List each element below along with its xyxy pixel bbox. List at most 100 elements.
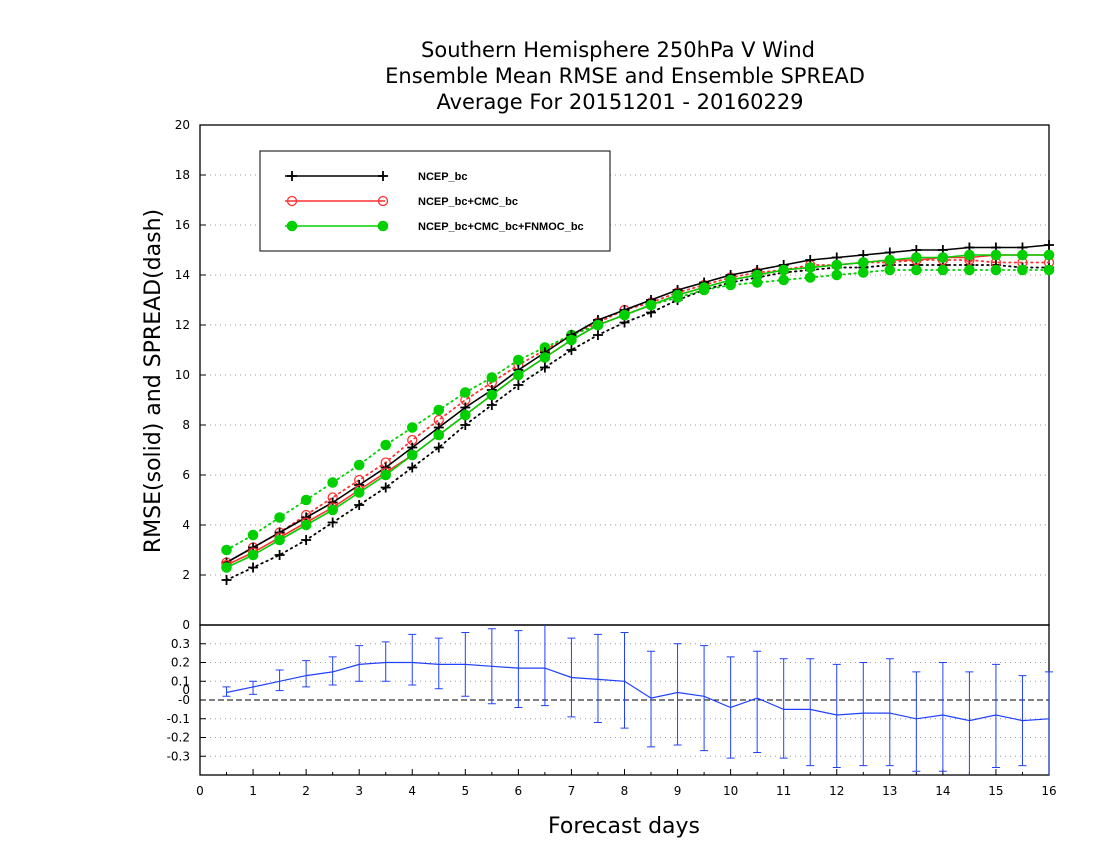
x-axis-label: Forecast days: [548, 814, 700, 839]
series-marker-filled-circle: [964, 249, 975, 261]
series-marker-filled-circle: [778, 264, 789, 276]
series-marker-filled-circle: [274, 512, 285, 523]
series-marker-filled-circle: [406, 422, 418, 433]
series-marker-filled-circle: [751, 269, 763, 281]
x-tick-label: 14: [935, 784, 950, 798]
series-marker-filled-circle: [857, 257, 869, 268]
x-tick-label: 11: [776, 784, 791, 798]
series-marker-filled-circle: [380, 469, 392, 481]
series-marker-filled-circle: [1043, 264, 1055, 276]
series-marker-filled-circle: [433, 404, 445, 416]
y-tick-label-bottom: 0: [182, 683, 190, 697]
y-tick-label-bottom: 0.2: [171, 656, 190, 670]
series-lines: [221, 240, 1055, 585]
difference-mean-line: [226, 661, 1050, 722]
series-marker-filled-circle: [460, 409, 471, 421]
series-line-dotted: [225, 269, 1050, 551]
x-tick-label: 7: [568, 784, 576, 798]
x-tick-label: 6: [515, 784, 523, 798]
series-marker-filled-circle: [911, 264, 922, 276]
y-tick-label-top: 2: [182, 568, 190, 582]
series-marker-open-circle: [286, 195, 298, 207]
y-tick-label-bottom: 0.1: [171, 674, 190, 688]
legend-label: NCEP_bc+CMC_bc+FNMOC_bc: [418, 221, 584, 233]
y-tick-label-top: 12: [175, 318, 190, 332]
y-tick-label-top: 0: [182, 618, 190, 632]
series-marker-filled-circle: [539, 352, 551, 363]
series-marker-filled-circle: [380, 439, 392, 451]
series-marker-filled-circle: [406, 449, 418, 461]
tick-labels: 0 1 2 3 4 5 6 7 8 9 10 11 12 13 14 15 160246810121416182…: [167, 118, 1057, 798]
series-marker-filled-circle: [353, 487, 365, 498]
series-marker-filled-circle: [857, 267, 869, 278]
x-tick-label: 0: [196, 784, 204, 798]
series-marker-filled-circle: [274, 534, 285, 546]
series-marker-filled-circle: [990, 264, 1002, 276]
series-marker-filled-circle: [725, 274, 736, 286]
y-tick-label-top: 18: [175, 168, 190, 182]
x-tick-label: 2: [302, 784, 310, 798]
legend-label: NCEP_bc+CMC_bc: [418, 196, 518, 208]
series-marker-filled-circle: [327, 504, 338, 516]
series-marker-filled-circle: [486, 389, 498, 401]
x-tick-label: 3: [355, 784, 363, 798]
x-tick-label: 5: [461, 784, 469, 798]
series-marker-filled-circle: [247, 529, 259, 541]
y-tick-label-top: 10: [175, 368, 190, 382]
series-marker-filled-circle: [433, 429, 445, 441]
series-marker-filled-circle: [884, 254, 896, 266]
series-marker-filled-circle: [247, 549, 259, 561]
series-marker-filled-circle: [327, 477, 338, 488]
chart-title-line-3: Average For 20151201 - 20160229: [436, 90, 803, 114]
series-marker-filled-circle: [1043, 249, 1055, 261]
y-tick-label-top: 16: [175, 218, 190, 232]
series-line-solid: [225, 254, 1050, 566]
series-marker-open-circle: [377, 195, 389, 207]
legend-label: NCEP_bc: [418, 171, 468, 183]
series-marker-filled-circle: [990, 249, 1002, 261]
series-marker-filled-circle: [672, 289, 683, 301]
x-tick-label: 15: [988, 784, 1003, 798]
difference-panel: [222, 625, 1053, 775]
series-marker-filled-circle: [1017, 264, 1028, 276]
x-tick-label: 1: [249, 784, 257, 798]
series-marker-filled-circle: [645, 299, 657, 311]
x-tick-label: 8: [621, 784, 629, 798]
series-marker-filled-circle: [353, 459, 365, 471]
series-marker-filled-circle: [804, 272, 816, 283]
y-axis-label: RMSE(solid) and SPREAD(dash): [141, 209, 166, 553]
series-marker-filled-circle: [566, 334, 577, 346]
series-line-solid: [225, 244, 1050, 564]
x-tick-label: 13: [882, 784, 897, 798]
series-marker-filled-circle: [1017, 249, 1028, 261]
y-tick-label-bottom: -0.3: [167, 749, 190, 763]
series-marker-filled-circle: [831, 259, 843, 271]
y-tick-label-top: 8: [182, 418, 190, 432]
series-line-dotted: [225, 264, 1050, 581]
x-tick-label: 16: [1041, 784, 1056, 798]
y-tick-label-bottom: -0: [178, 693, 190, 707]
y-tick-label-bottom: 0.3: [171, 637, 190, 651]
series-marker-filled-circle: [286, 220, 298, 232]
x-tick-label: 9: [674, 784, 682, 798]
y-tick-label-top: 14: [175, 268, 190, 282]
chart-title-line-2: Ensemble Mean RMSE and Ensemble SPREAD: [385, 64, 865, 88]
y-tick-label-top: 6: [182, 468, 190, 482]
chart-title-line-1: Southern Hemisphere 250hPa V Wind: [421, 38, 815, 62]
series-marker-filled-circle: [486, 372, 498, 383]
series-marker-filled-circle: [698, 282, 710, 293]
series-marker-filled-circle: [300, 519, 312, 531]
y-tick-label-top: 4: [182, 518, 190, 532]
series-marker-filled-circle: [911, 252, 922, 263]
series-marker-filled-circle: [804, 262, 816, 273]
series-marker-filled-circle: [778, 274, 789, 286]
series-marker-filled-circle: [377, 220, 389, 232]
series-marker-filled-circle: [937, 252, 949, 263]
y-tick-label-bottom: -0.2: [167, 731, 190, 745]
series-marker-filled-circle: [592, 319, 604, 331]
series-marker-filled-circle: [300, 494, 312, 506]
series-marker-filled-circle: [831, 269, 843, 281]
x-tick-label: 12: [829, 784, 844, 798]
x-tick-label: 10: [723, 784, 738, 798]
